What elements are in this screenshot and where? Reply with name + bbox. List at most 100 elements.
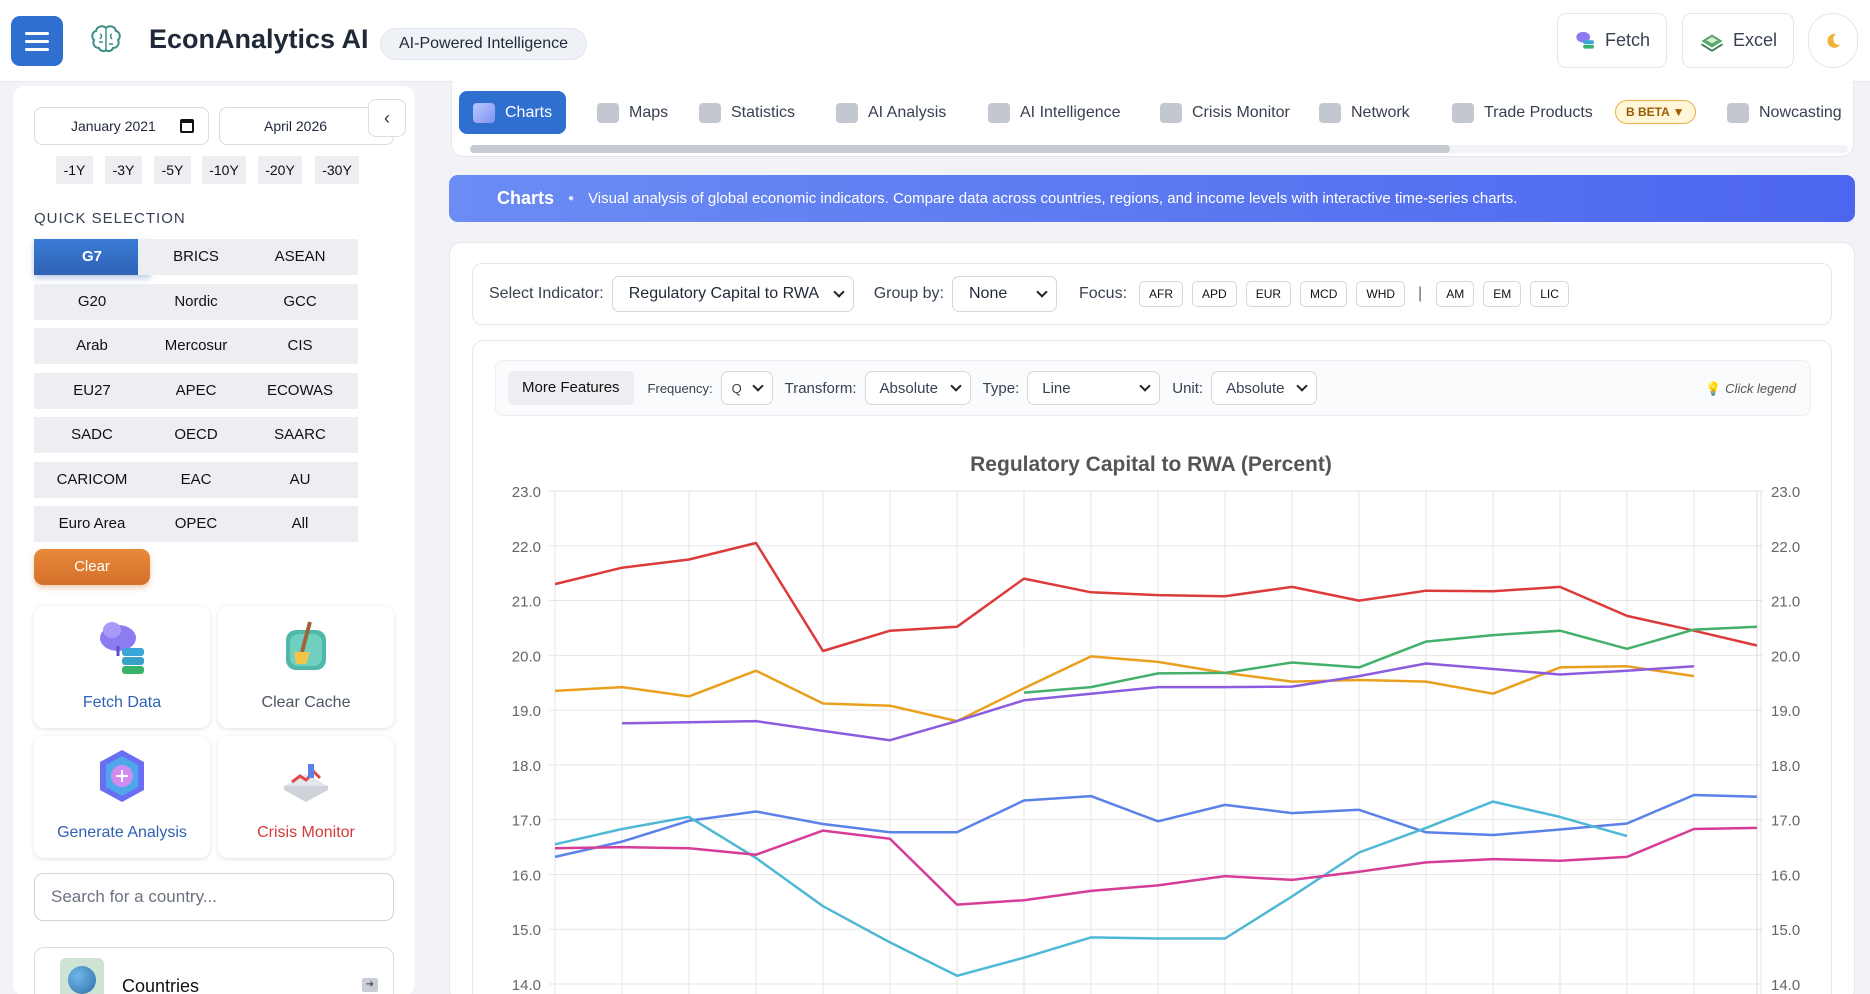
start-date-input[interactable]: January 2021	[34, 107, 209, 145]
focus-button[interactable]: WHD	[1356, 281, 1406, 307]
group-button[interactable]: CARICOM	[34, 461, 150, 498]
fetch-data-card[interactable]: Fetch Data	[34, 606, 210, 728]
tab-network[interactable]: Network	[1305, 91, 1424, 134]
group-button[interactable]: AU	[242, 461, 358, 498]
statistics-icon	[699, 102, 721, 123]
focus-button[interactable]: EUR	[1245, 281, 1292, 307]
tab-ai-intelligence[interactable]: AI Intelligence	[974, 91, 1135, 134]
group-button[interactable]: CIS	[242, 328, 358, 364]
range-button[interactable]: -30Y	[315, 156, 359, 184]
chevron-down-icon	[949, 380, 962, 392]
focus-button[interactable]: MCD	[1300, 281, 1348, 307]
group-button[interactable]: SADC	[34, 417, 150, 453]
group-button[interactable]: Mercosur	[138, 328, 254, 364]
chevron-down-icon	[1036, 286, 1048, 298]
tab-scrollbar[interactable]	[470, 145, 1848, 153]
cloud-database-icon	[100, 622, 144, 674]
focus-button[interactable]: AM	[1436, 281, 1475, 307]
tab-crisis-monitor[interactable]: Crisis Monitor	[1146, 91, 1304, 134]
group-button[interactable]: APEC	[138, 372, 254, 409]
unit-select[interactable]: Absolute	[1211, 371, 1318, 405]
focus-button[interactable]: APD	[1192, 281, 1237, 307]
group-button[interactable]: All	[242, 506, 358, 542]
range-button[interactable]: -20Y	[258, 156, 302, 184]
more-features-button[interactable]: More Features	[508, 371, 634, 405]
broom-bucket-icon	[286, 621, 326, 670]
group-button[interactable]: Euro Area	[34, 506, 150, 542]
crisis-icon	[1160, 102, 1182, 123]
excel-button[interactable]: Excel	[1682, 13, 1794, 68]
clear-selection-button[interactable]: Clear	[34, 549, 150, 585]
tab-statistics[interactable]: Statistics	[685, 91, 809, 134]
group-button[interactable]: Nordic	[138, 283, 254, 320]
chart-container: More Features Frequency: Q Transform: Ab…	[472, 340, 1832, 994]
app-header: EconAnalytics AI AI-Powered Intelligence…	[0, 0, 1870, 82]
tab-maps[interactable]: Maps	[583, 91, 682, 134]
collapse-sidebar-button[interactable]: ‹	[368, 99, 406, 137]
countries-label: Countries	[122, 976, 200, 994]
group-button[interactable]: OECD	[138, 417, 254, 453]
range-button[interactable]: -3Y	[105, 156, 142, 184]
generate-analysis-card[interactable]: Generate Analysis	[34, 736, 210, 858]
focus-button[interactable]: AFR	[1139, 281, 1184, 307]
clear-cache-card[interactable]: Clear Cache	[218, 606, 394, 728]
legend-hint: 💡 Click legend	[1705, 381, 1796, 397]
expand-arrow-icon[interactable]: ➜	[362, 978, 378, 992]
group-button[interactable]: ASEAN	[242, 239, 358, 275]
group-by-select[interactable]: None	[952, 276, 1057, 312]
chevron-down-icon	[1296, 380, 1308, 392]
calendar-icon[interactable]	[180, 119, 194, 133]
indicator-value: Regulatory Capital to RWA	[628, 285, 820, 302]
fetch-data-label: Fetch Data	[82, 694, 162, 711]
tab-nowcasting[interactable]: Nowcasting	[1713, 91, 1856, 134]
banner-description: Visual analysis of global economic indic…	[588, 190, 1518, 207]
group-button[interactable]: EAC	[138, 461, 254, 498]
scrollbar-thumb[interactable]	[470, 145, 1450, 153]
crisis-monitor-card[interactable]: Crisis Monitor	[218, 736, 394, 858]
group-button[interactable]: Arab	[34, 328, 150, 364]
tab-bar: Charts Maps Statistics AI Analysis AI In…	[451, 81, 1854, 157]
group-button[interactable]: G20	[34, 283, 150, 320]
countries-section[interactable]: Countries ➜	[34, 947, 394, 994]
section-banner: Charts ● Visual analysis of global econo…	[449, 175, 1855, 222]
frequency-value: Q	[731, 380, 742, 396]
focus-button[interactable]: LIC	[1530, 281, 1569, 307]
indicator-controls: Select Indicator: Regulatory Capital to …	[472, 263, 1832, 325]
group-button[interactable]: G7	[34, 239, 150, 275]
tab-label: Network	[1351, 103, 1410, 121]
quick-selection-title: QUICK SELECTION	[34, 210, 186, 227]
group-button[interactable]: OPEC	[138, 506, 254, 542]
tab-ai-analysis[interactable]: AI Analysis	[822, 91, 960, 134]
fetch-label: Fetch	[1604, 30, 1650, 50]
transform-select[interactable]: Absolute	[864, 371, 971, 405]
indicator-select[interactable]: Regulatory Capital to RWA	[611, 276, 854, 312]
tab-label: Crisis Monitor	[1192, 103, 1290, 121]
chart-type-select[interactable]: Line	[1027, 371, 1161, 405]
tagline-badge: AI-Powered Intelligence	[380, 28, 587, 60]
banner-title: Charts	[497, 188, 555, 208]
country-search-input[interactable]: Search for a country...	[34, 873, 394, 921]
hint-text: Click legend	[1725, 381, 1796, 396]
range-button[interactable]: -10Y	[202, 156, 246, 184]
menu-button[interactable]	[11, 16, 63, 66]
range-button[interactable]: -1Y	[56, 156, 93, 184]
group-button[interactable]: BRICS	[138, 239, 254, 275]
group-button[interactable]: ECOWAS	[242, 372, 358, 409]
start-date-value: January 2021	[71, 118, 156, 134]
group-button[interactable]: GCC	[242, 283, 358, 320]
end-date-value: April 2026	[264, 118, 328, 134]
globe-icon	[60, 958, 104, 994]
focus-button[interactable]: EM	[1483, 281, 1522, 307]
indicator-label: Select Indicator:	[489, 285, 604, 302]
frequency-select[interactable]: Q	[720, 371, 773, 405]
tab-label: Nowcasting	[1759, 103, 1842, 121]
beta-dropdown[interactable]: B BETA ▼	[1615, 100, 1696, 124]
fetch-button[interactable]: Fetch	[1557, 13, 1667, 68]
chevron-down-icon	[1139, 380, 1151, 392]
tab-charts[interactable]: Charts	[459, 91, 567, 134]
group-button[interactable]: EU27	[34, 372, 150, 409]
tab-trade-products[interactable]: Trade Products	[1438, 91, 1607, 134]
range-button[interactable]: -5Y	[154, 156, 191, 184]
group-button[interactable]: SAARC	[242, 417, 358, 453]
dark-mode-toggle[interactable]	[1808, 13, 1858, 68]
